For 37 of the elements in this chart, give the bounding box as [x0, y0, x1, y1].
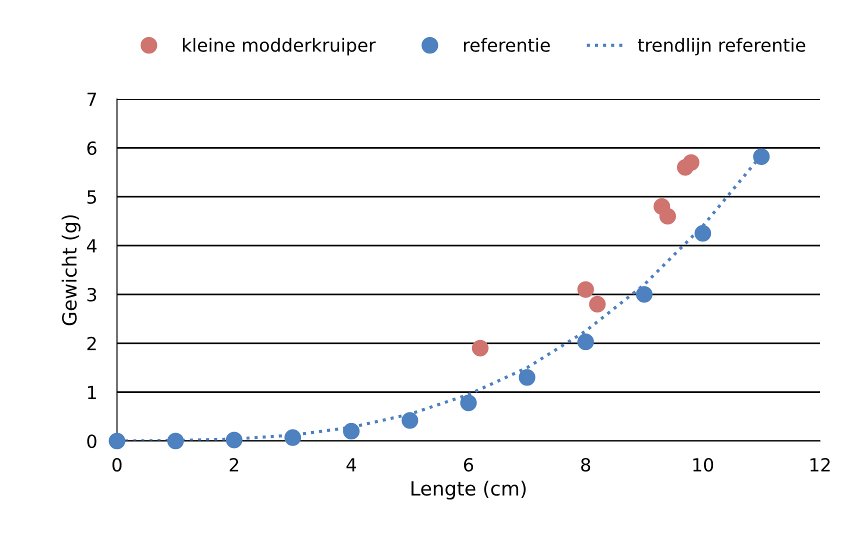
- point: [753, 148, 770, 165]
- x-axis-title: Lengte (cm): [412, 480, 526, 500]
- legend-label: referentie: [464, 38, 550, 52]
- point: [577, 334, 594, 350]
- y-axis-title: Gewicht (g): [62, 215, 81, 326]
- x-tick-label: 6: [464, 458, 474, 472]
- y-tick-label: 6: [87, 141, 96, 155]
- point: [694, 225, 712, 242]
- x-tick-label: 4: [346, 458, 356, 472]
- y-tick-label: 1: [88, 386, 96, 400]
- y-tick-label: 7: [88, 92, 96, 106]
- point: [284, 429, 302, 446]
- point: [343, 422, 360, 440]
- point: [518, 369, 536, 386]
- legend-label: trendlijn referentie: [638, 38, 806, 56]
- point: [226, 432, 242, 448]
- x-tick-label: 8: [581, 458, 590, 472]
- point: [472, 340, 489, 356]
- point: [460, 394, 477, 412]
- y-tick-label: 4: [86, 239, 97, 252]
- legend-label: kleine modderkruiper: [183, 38, 376, 56]
- point: [167, 432, 184, 450]
- x-tick-label: 0: [112, 458, 122, 472]
- point: [402, 412, 418, 429]
- point: [108, 432, 126, 450]
- point: [589, 296, 606, 312]
- x-tick-label: 10: [693, 458, 714, 472]
- y-tick-label: 2: [87, 336, 96, 350]
- y-tick-label: 0: [87, 434, 96, 448]
- x-tick-label: 12: [810, 458, 830, 472]
- point: [577, 281, 594, 298]
- point: [659, 208, 676, 225]
- point: [636, 286, 653, 303]
- y-tick-label: 3: [87, 288, 96, 302]
- x-tick-label: 2: [230, 458, 238, 472]
- point: [682, 154, 700, 171]
- y-tick-label: 5: [87, 190, 96, 204]
